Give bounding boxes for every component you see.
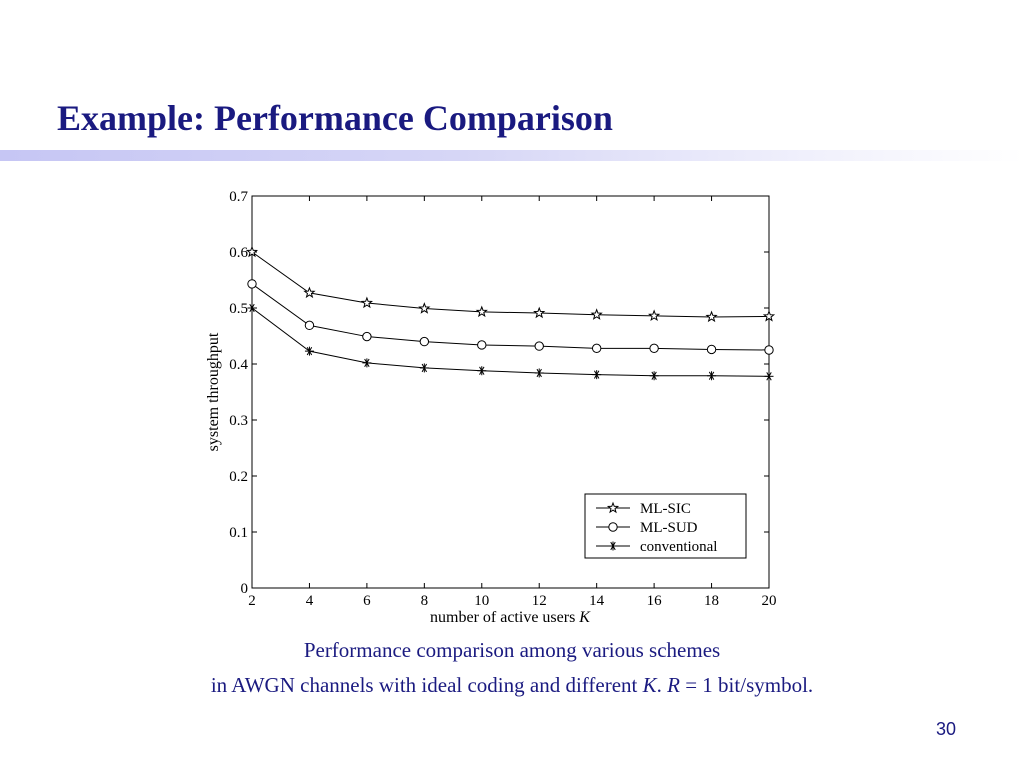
- data-point: [362, 358, 372, 368]
- y-tick-label: 0: [241, 581, 249, 597]
- data-point: [477, 340, 487, 350]
- data-point: [649, 343, 659, 354]
- data-point: [764, 345, 774, 355]
- legend-entry: ML-SUD: [596, 520, 698, 536]
- data-point: [534, 368, 544, 378]
- data-point: [534, 341, 544, 351]
- legend-marker: [608, 522, 618, 532]
- data-point: [707, 371, 717, 381]
- legend-label: conventional: [640, 539, 717, 555]
- series-conventional: [247, 303, 774, 381]
- data-point: [533, 306, 546, 319]
- figure-caption-line-2: in AWGN channels with ideal coding and d…: [0, 673, 1024, 698]
- x-tick-label: 6: [363, 593, 371, 609]
- y-tick-label: 0.4: [229, 357, 248, 373]
- caption-variable-k: K: [642, 673, 657, 697]
- legend-entries: ML-SIC ML-SUD conventional: [596, 501, 717, 555]
- data-point: [762, 309, 776, 322]
- data-point: [705, 310, 718, 323]
- data-point: [592, 370, 602, 380]
- data-point: [590, 308, 603, 320]
- x-tick-label: 12: [532, 593, 547, 609]
- legend-label: ML-SUD: [640, 520, 698, 536]
- legend-entry: conventional: [596, 539, 717, 555]
- data-point: [591, 343, 602, 354]
- y-tick-label: 0.6: [229, 245, 248, 261]
- y-tick-label: 0.7: [229, 189, 248, 205]
- data-point: [304, 346, 314, 356]
- data-point: [649, 371, 659, 381]
- legend-label: ML-SIC: [640, 501, 691, 517]
- y-tick-label: 0.1: [229, 525, 248, 541]
- data-point: [648, 309, 661, 322]
- series-ml-sic: [245, 245, 776, 323]
- title-underline-bar: [0, 150, 1024, 161]
- series-ml-sud: [247, 279, 774, 355]
- figure-caption-line-1: Performance comparison among various sch…: [303, 638, 721, 662]
- plot-frame: [251, 195, 770, 589]
- x-tick-label: 4: [306, 593, 314, 609]
- y-axis-label: system throughput: [205, 332, 222, 451]
- caption-variable-r: R: [667, 673, 680, 697]
- x-tick-label: 18: [704, 593, 719, 609]
- legend-entry: ML-SIC: [596, 501, 691, 517]
- data-point: [418, 302, 431, 314]
- y-tick-label: 0.3: [229, 413, 248, 429]
- data-point: [247, 279, 257, 289]
- series-line: [251, 283, 770, 351]
- caption-text-prefix: in AWGN channels with ideal coding and d…: [210, 673, 643, 697]
- data-point: [764, 371, 774, 381]
- y-tick-label: 0.2: [229, 469, 248, 485]
- data-point: [419, 363, 429, 373]
- data-point: [360, 296, 373, 309]
- legend: ML-SIC ML-SUD conventional: [584, 493, 747, 559]
- series-layer: [245, 245, 776, 381]
- x-tick-label: 14: [589, 593, 605, 609]
- data-point: [475, 305, 488, 318]
- data-point: [245, 245, 259, 258]
- data-point: [706, 344, 717, 355]
- y-tick-label: 0.5: [229, 301, 248, 317]
- x-tick-label: 16: [647, 593, 663, 609]
- x-tick-label: 2: [248, 593, 256, 609]
- series-line: [251, 307, 770, 377]
- data-point: [303, 286, 316, 299]
- axis-ticks: 2 4 6 8 10 12 14 16 18 20 0 0.1 0.2 0.3 0.4 0.5 0.6 0.7: [229, 189, 776, 609]
- caption-text-tail: = 1 bit/symbol.: [679, 673, 814, 697]
- x-axis-label-variable: K: [578, 609, 591, 626]
- plot-area: [251, 195, 770, 589]
- x-tick-label: 8: [421, 593, 429, 609]
- x-axis-label-text: number of active users: [430, 609, 579, 626]
- x-tick-label: 20: [762, 593, 777, 609]
- legend-marker: [608, 541, 618, 551]
- data-point: [419, 336, 430, 347]
- data-point: [304, 320, 315, 331]
- data-point: [477, 366, 487, 376]
- data-point: [247, 303, 257, 313]
- caption-separator: .: [656, 673, 668, 697]
- legend-marker: [606, 501, 620, 514]
- data-point: [362, 331, 372, 342]
- page-number: 30: [935, 719, 956, 739]
- slide-title: Example: Performance Comparison: [57, 98, 613, 138]
- x-tick-label: 10: [474, 593, 489, 609]
- series-line: [251, 251, 770, 318]
- x-axis-label: number of active users K: [430, 609, 591, 626]
